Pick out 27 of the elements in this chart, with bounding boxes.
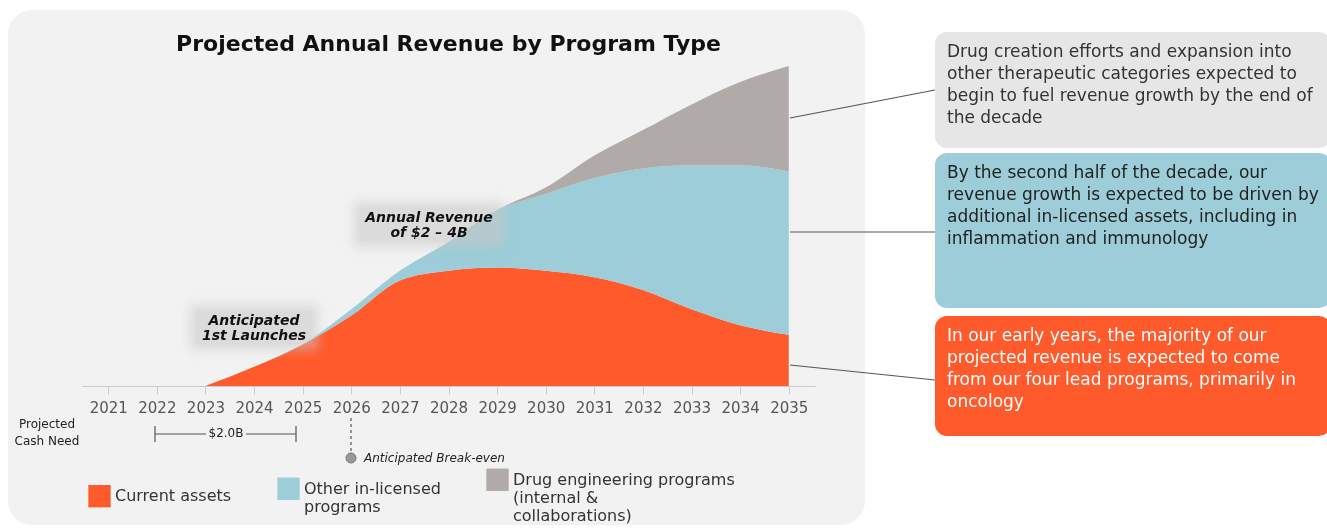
x-tick-label: 2021 [89,398,128,417]
annotation: Anticipated 1st Launches [196,311,312,345]
x-tick-label: 2026 [332,398,371,417]
x-tick-label: 2032 [624,398,663,417]
x-tick-label: 2034 [721,398,760,417]
text: By the second half of the decade, our revenue growth is expected to be driven by additional in-licensed assets, including in inflammation and immunology [935,153,1327,308]
x-tick-label: 2023 [186,398,226,417]
text: In our early years, the majority of our projected revenue is expected to come from our four lead programs, primarily in oncology [935,316,1327,436]
x-tick-label: 2031 [575,398,614,417]
x-tick-label: 2035 [770,398,809,417]
x-tick-label: 2028 [429,398,469,417]
x-tick-label: 2027 [381,398,420,417]
x-tick-label: 2024 [235,398,274,417]
chart-title: Projected Annual Revenue by Program Type [176,31,721,56]
x-tick-label: 2029 [478,398,517,417]
annotation: Annual Revenue of $2 – 4B [360,208,498,242]
x-tick-label: 2030 [527,398,566,417]
text: $2.0B [206,426,246,440]
x-tick-label: 2025 [284,398,323,417]
text: Anticipated Break-even [364,451,505,465]
legend-label: Current assets [115,486,232,506]
legend-label: Other in-licensed programs [304,478,441,516]
legend-label: Drug engineering programs (internal & collaborations) [513,469,735,525]
text: Drug creation efforts and expansion into other therapeutic categories expected to begin to fuel revenue growth by the end of the decade [935,32,1327,148]
x-tick-label: 2022 [138,398,177,417]
text: Projected Cash Need [13,416,81,450]
x-tick-label: 2033 [672,398,712,417]
